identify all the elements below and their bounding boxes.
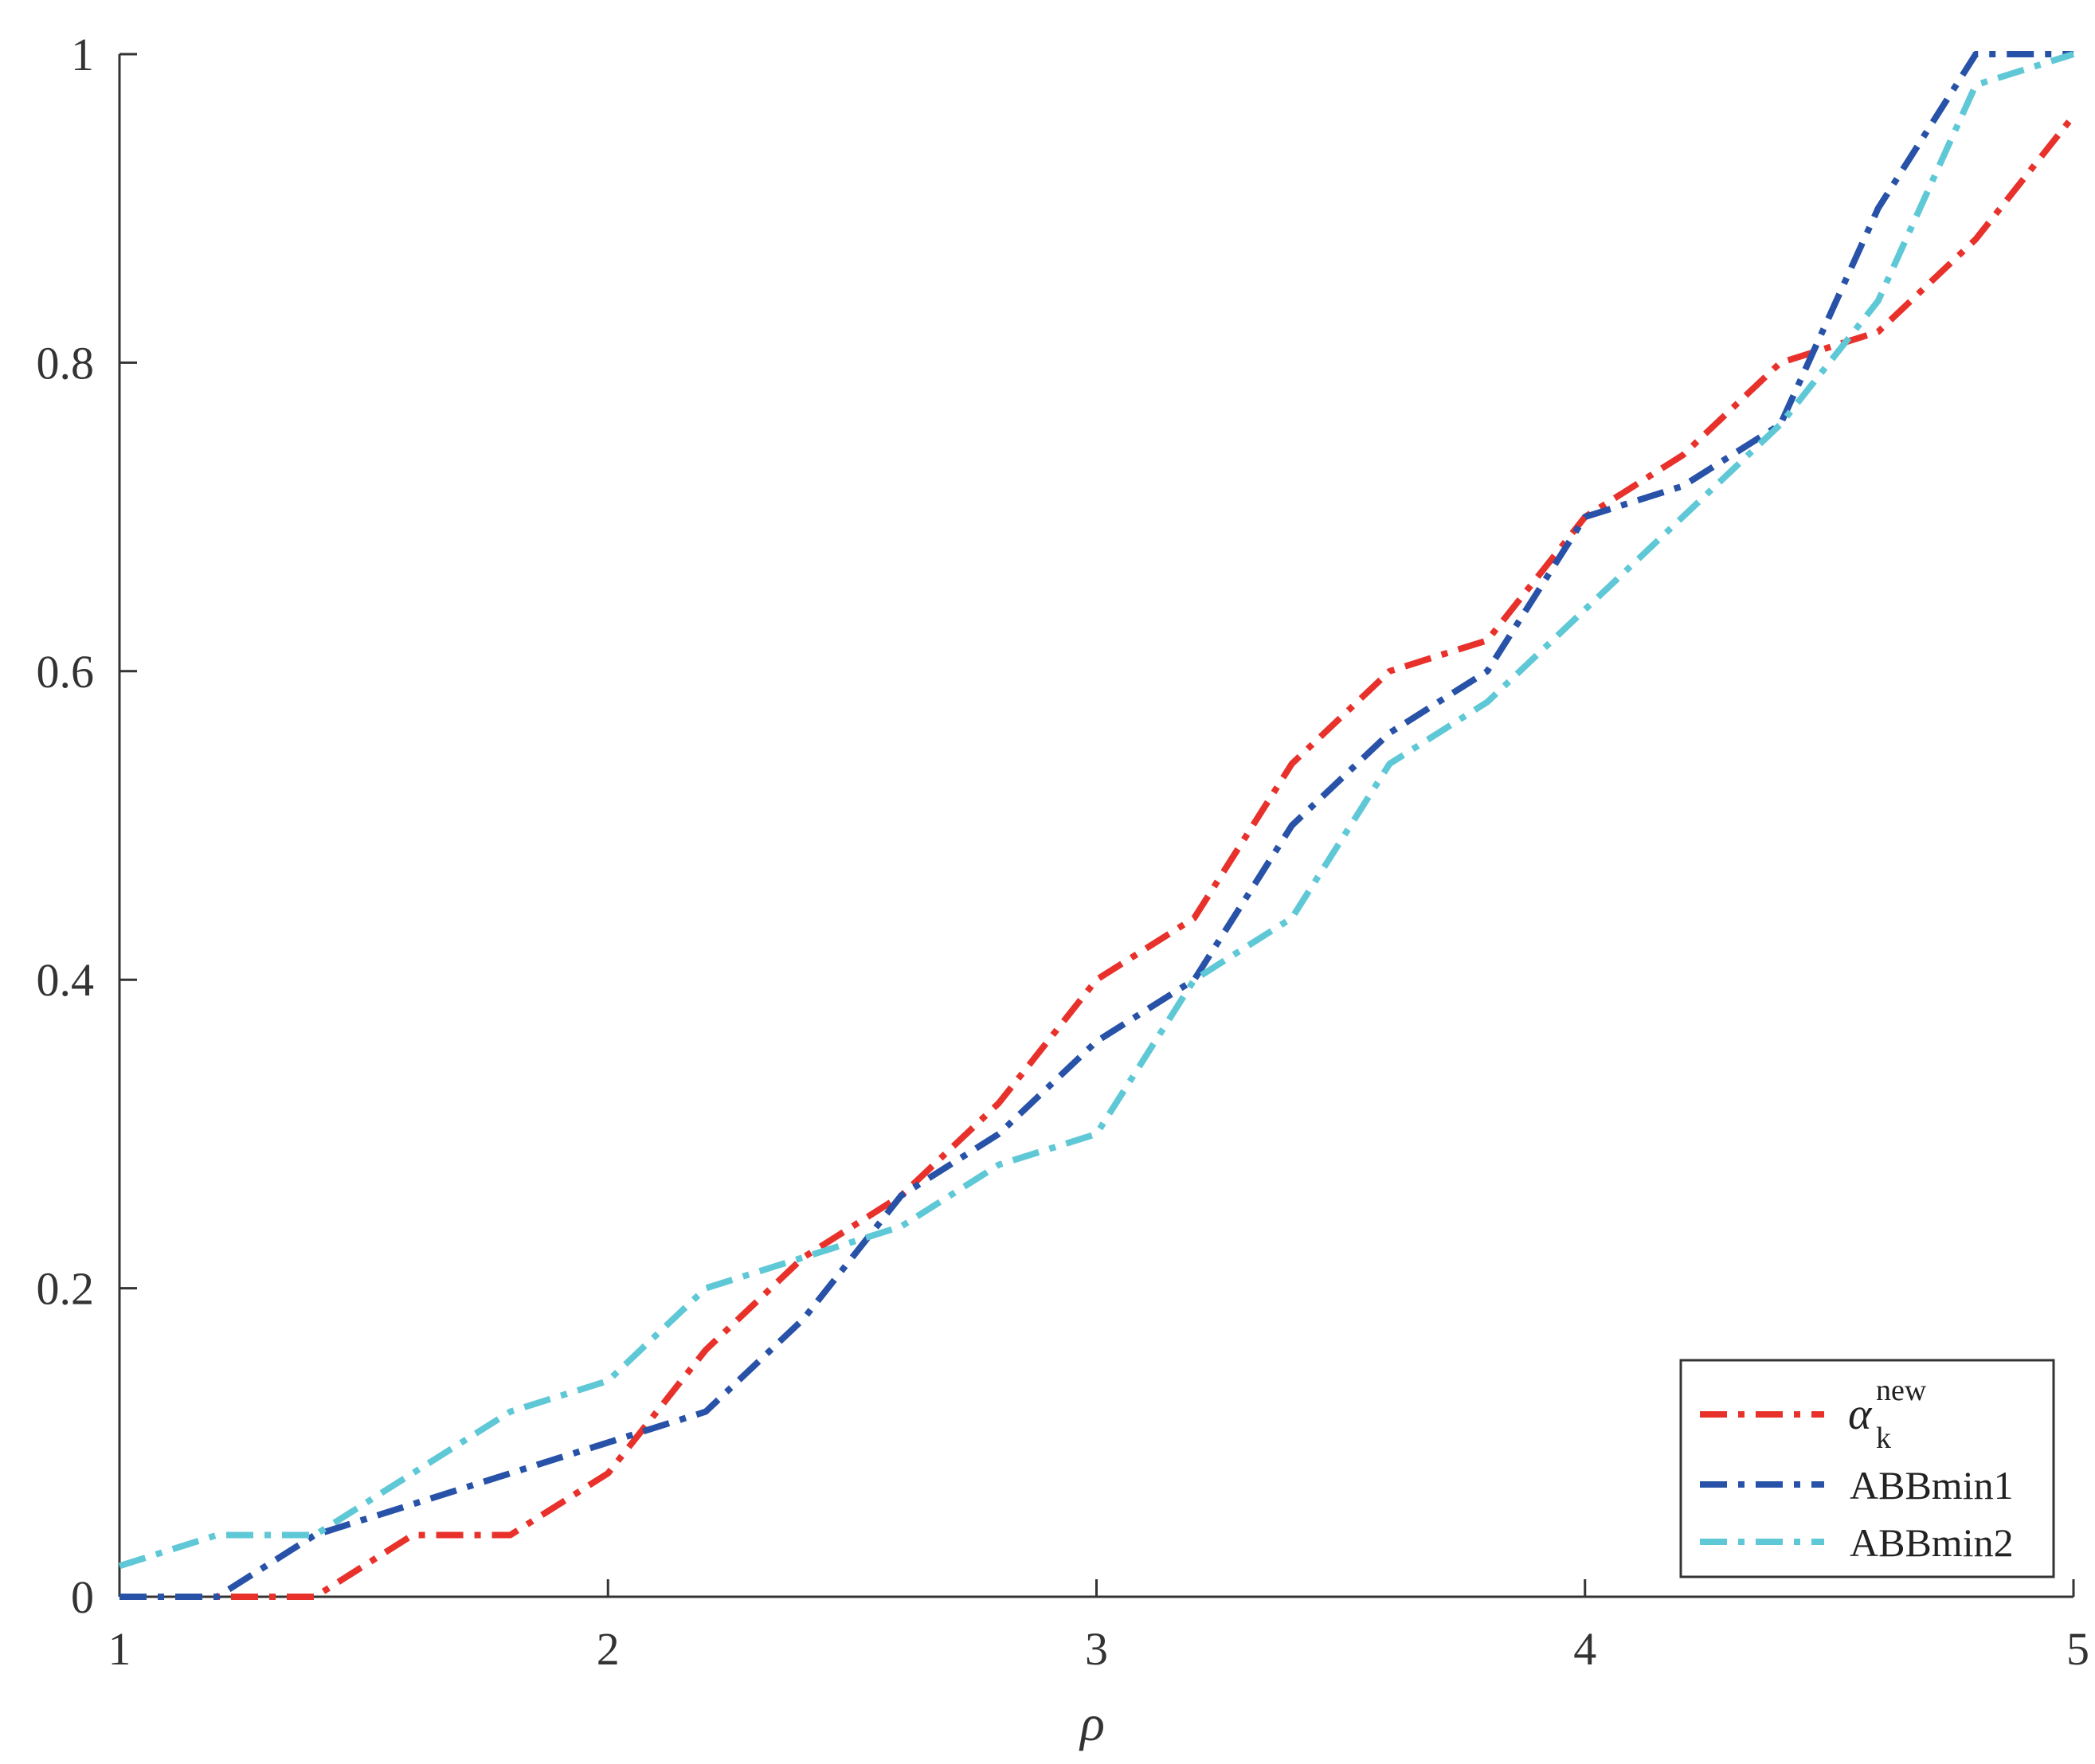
x-tick-label: 2 [597, 1623, 620, 1675]
x-axis-title: ρ [1079, 1695, 1105, 1751]
legend-label-3: ABBmin2 [1850, 1520, 2014, 1565]
y-tick-label: 0.6 [37, 646, 95, 698]
y-tick-label: 0 [71, 1571, 94, 1623]
series-line-1 [119, 114, 2077, 1600]
y-tick-label: 0.2 [37, 1263, 95, 1315]
series-line-3 [118, 51, 2075, 1570]
x-tick-label: 3 [1085, 1623, 1108, 1675]
y-tick-label: 1 [71, 29, 94, 80]
y-tick-label: 0.4 [37, 954, 95, 1006]
x-tick-label: 4 [1573, 1623, 1596, 1675]
legend-label-superscript: new [1876, 1374, 1927, 1407]
y-tick-label: 0.8 [37, 337, 95, 389]
legend-label-2: ABBmin1 [1850, 1463, 2014, 1508]
legend: α k new ABBmin1 ABBmin2 [1679, 1359, 2055, 1578]
legend-label-subscript: k [1876, 1422, 1891, 1455]
series-line-2 [119, 51, 2073, 1600]
series-lines [118, 51, 2077, 1600]
legend-label-symbol: α [1848, 1390, 1873, 1439]
x-tick-label: 5 [2066, 1623, 2089, 1675]
x-tick-label: 1 [108, 1623, 131, 1675]
